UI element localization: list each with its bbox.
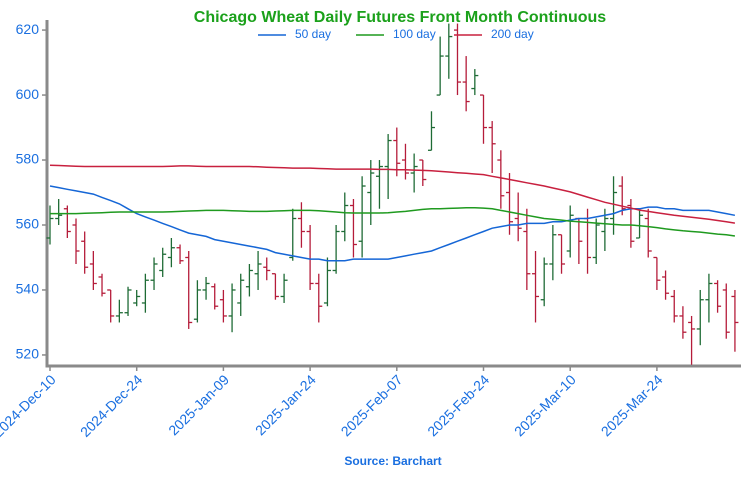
chart-title: Chicago Wheat Daily Futures Front Month … xyxy=(194,9,607,26)
y-tick-label: 600 xyxy=(16,86,40,102)
ma-line xyxy=(50,207,736,237)
x-tick-label: 2025-Mar-10 xyxy=(511,371,579,439)
x-tick-label: 2024-Dec-24 xyxy=(77,371,146,440)
legend-label: 50 day xyxy=(295,27,331,41)
source-note: Source: Barchart xyxy=(344,454,441,468)
legend-label: 100 day xyxy=(393,27,436,41)
ma-line xyxy=(49,185,736,262)
x-tick-label: 2025-Jan-09 xyxy=(165,371,232,438)
y-tick-label: 540 xyxy=(16,281,40,297)
x-tick-label: 2024-Dec-10 xyxy=(0,371,59,440)
ma-line xyxy=(49,164,736,224)
x-tick-label: 2025-Mar-24 xyxy=(598,371,666,439)
y-tick-label: 620 xyxy=(16,21,40,37)
y-tick-label: 520 xyxy=(16,346,40,362)
x-tick-label: 2025-Feb-07 xyxy=(338,371,406,439)
legend-label: 200 day xyxy=(491,27,534,41)
y-tick-label: 580 xyxy=(16,151,40,167)
x-tick-label: 2025-Jan-24 xyxy=(252,371,319,438)
y-tick-label: 560 xyxy=(16,216,40,232)
x-tick-label: 2025-Feb-24 xyxy=(424,371,492,439)
